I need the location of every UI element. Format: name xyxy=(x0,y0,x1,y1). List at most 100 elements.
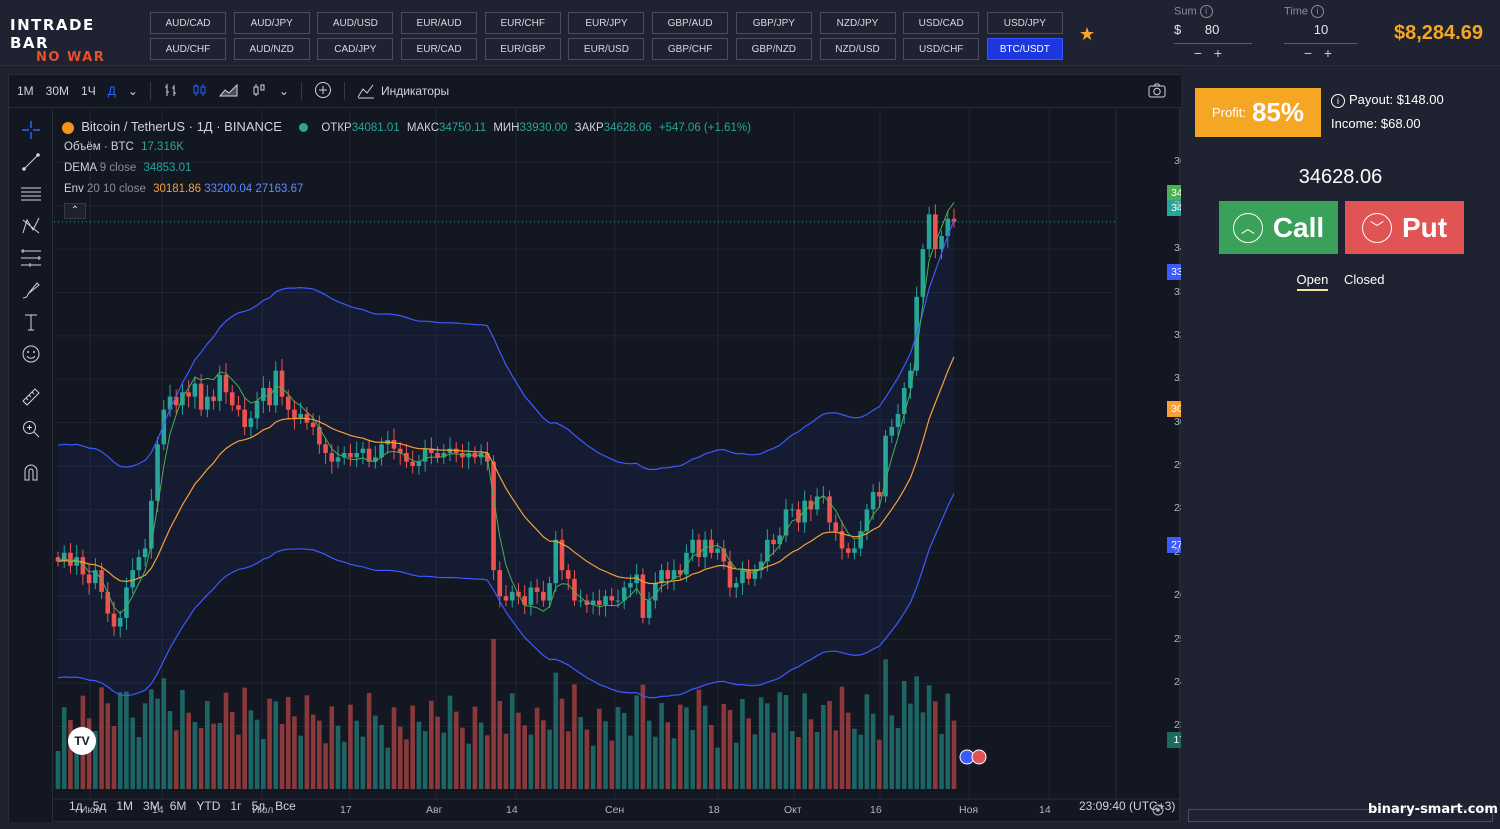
range-button[interactable]: 1д xyxy=(69,799,83,813)
pair-button-usd-cad[interactable]: USD/CAD xyxy=(903,12,980,34)
tab-open[interactable]: Open xyxy=(1296,272,1329,291)
price-chart[interactable] xyxy=(54,109,1180,822)
pair-button-eur-aud[interactable]: EUR/AUD xyxy=(401,12,478,34)
range-button[interactable]: Все xyxy=(275,799,296,813)
pair-button-aud-nzd[interactable]: AUD/NZD xyxy=(233,38,310,60)
candle-body xyxy=(422,448,428,462)
brush-icon[interactable] xyxy=(18,277,44,303)
info-icon[interactable]: i xyxy=(1311,5,1325,18)
volume-bar xyxy=(578,717,583,789)
volume-bar xyxy=(933,701,938,789)
candle-body xyxy=(926,214,932,250)
chart-type-dropdown-icon[interactable]: ⌄ xyxy=(278,84,289,98)
ruler-icon[interactable] xyxy=(18,384,44,410)
candle-type-icon[interactable] xyxy=(185,82,213,101)
tradingview-logo[interactable]: TV xyxy=(68,727,96,755)
settings-gear-icon[interactable] xyxy=(1151,803,1165,822)
events-flag-icon[interactable] xyxy=(959,749,989,765)
volume-bar xyxy=(105,703,111,789)
pattern-icon[interactable] xyxy=(18,213,44,239)
chart-type-icon[interactable] xyxy=(245,82,273,101)
range-button[interactable]: 1г xyxy=(230,799,242,813)
zoom-in-icon[interactable] xyxy=(18,416,44,442)
candle-body xyxy=(242,409,247,427)
volume-bar xyxy=(254,719,260,789)
pair-button-aud-cad[interactable]: AUD/CAD xyxy=(150,12,226,34)
time-tick-label: Авг xyxy=(426,804,443,816)
payout-text: Payout: $148.00 xyxy=(1349,92,1444,107)
volume-bar xyxy=(503,733,509,789)
range-button[interactable]: YTD xyxy=(196,799,221,813)
magnet-icon[interactable] xyxy=(18,459,44,485)
volume-bar xyxy=(833,730,839,789)
pair-button-usd-jpy[interactable]: USD/JPY xyxy=(986,12,1063,34)
horizontal-lines-icon[interactable] xyxy=(18,181,44,207)
indicators-button[interactable]: Индикаторы xyxy=(351,83,455,99)
candle-body xyxy=(335,457,341,462)
candle-body xyxy=(920,249,926,297)
chart-plot-area[interactable]: Bitcoin / TetherUS · 1Д · BINANCE ОТКР34… xyxy=(54,109,1219,822)
volume-bar xyxy=(516,712,521,789)
camera-icon[interactable] xyxy=(1141,82,1173,101)
time-input[interactable]: 10 xyxy=(1284,22,1358,44)
pair-button-eur-cad[interactable]: EUR/CAD xyxy=(401,38,478,60)
info-icon[interactable]: i xyxy=(1331,94,1345,108)
pair-button-cad-jpy[interactable]: CAD/JPY xyxy=(317,38,394,60)
range-button[interactable]: 3М xyxy=(143,799,160,813)
interval-button[interactable]: 1М xyxy=(17,84,34,98)
symbol-title[interactable]: Bitcoin / TetherUS · 1Д · BINANCE xyxy=(81,119,282,134)
sum-input[interactable]: $ 80 xyxy=(1174,22,1252,44)
interval-dropdown-icon[interactable]: ⌄ xyxy=(127,84,138,98)
pair-button-aud-chf[interactable]: AUD/CHF xyxy=(150,38,226,60)
fib-levels-icon[interactable] xyxy=(18,245,44,271)
pair-button-usd-chf[interactable]: USD/CHF xyxy=(903,38,980,60)
pair-button-nzd-jpy[interactable]: NZD/JPY xyxy=(819,12,896,34)
range-button[interactable]: 5л xyxy=(251,799,266,813)
pair-button-eur-usd[interactable]: EUR/USD xyxy=(568,38,645,60)
time-decrease-button[interactable]: − xyxy=(1303,45,1313,61)
emoji-icon[interactable] xyxy=(18,341,44,367)
profit-label: Profit: xyxy=(1211,105,1246,120)
candle-body xyxy=(292,409,297,419)
interval-button[interactable]: 30М xyxy=(45,84,70,98)
volume-bar xyxy=(466,743,471,789)
favorite-star-icon[interactable]: ★ xyxy=(1079,24,1096,44)
pair-button-gbp-chf[interactable]: GBP/CHF xyxy=(652,38,729,60)
call-button[interactable]: ︿ Call xyxy=(1219,201,1338,254)
pair-button-gbp-nzd[interactable]: GBP/NZD xyxy=(735,38,812,60)
range-button[interactable]: 5д xyxy=(92,799,107,813)
pair-button-gbp-aud[interactable]: GBP/AUD xyxy=(652,12,729,34)
bar-type-icon[interactable] xyxy=(157,82,185,101)
pair-button-aud-jpy[interactable]: AUD/JPY xyxy=(233,12,310,34)
range-button[interactable]: 6М xyxy=(169,799,187,813)
candle-body xyxy=(609,596,615,601)
close-label: ЗАКР xyxy=(574,122,604,134)
market-status-icon xyxy=(299,123,309,133)
collapse-legend-button[interactable]: ⌃ xyxy=(64,203,86,219)
interval-button[interactable]: Д xyxy=(107,84,116,98)
pair-button-eur-gbp[interactable]: EUR/GBP xyxy=(484,38,561,60)
info-icon[interactable]: i xyxy=(1199,5,1213,18)
crosshair-icon[interactable] xyxy=(18,117,44,143)
tab-closed[interactable]: Closed xyxy=(1343,272,1385,287)
pair-button-eur-chf[interactable]: EUR/CHF xyxy=(484,12,561,34)
pair-button-aud-usd[interactable]: AUD/USD xyxy=(317,12,394,34)
pair-button-gbp-jpy[interactable]: GBP/JPY xyxy=(735,12,812,34)
area-type-icon[interactable] xyxy=(213,82,245,101)
put-button[interactable]: ﹀ Put xyxy=(1345,201,1464,254)
add-comparison-icon[interactable] xyxy=(308,81,338,102)
brand-logo[interactable]: INTRADE BAR NO WAR xyxy=(10,16,138,65)
trend-line-icon[interactable] xyxy=(18,149,44,175)
sum-increase-button[interactable]: + xyxy=(1213,45,1223,61)
range-button[interactable]: 1М xyxy=(116,799,134,813)
sum-decrease-button[interactable]: − xyxy=(1193,45,1203,61)
pair-button-nzd-usd[interactable]: NZD/USD xyxy=(819,38,896,60)
pair-button-eur-jpy[interactable]: EUR/JPY xyxy=(568,12,645,34)
candle-body xyxy=(908,370,913,388)
interval-button[interactable]: 1Ч xyxy=(81,84,96,98)
pair-button-btc-usdt[interactable]: BTC/USDT xyxy=(986,38,1063,60)
candle-body xyxy=(149,500,154,549)
text-tool-icon[interactable] xyxy=(18,309,44,335)
time-increase-button[interactable]: + xyxy=(1323,45,1333,61)
candle-body xyxy=(827,496,832,523)
